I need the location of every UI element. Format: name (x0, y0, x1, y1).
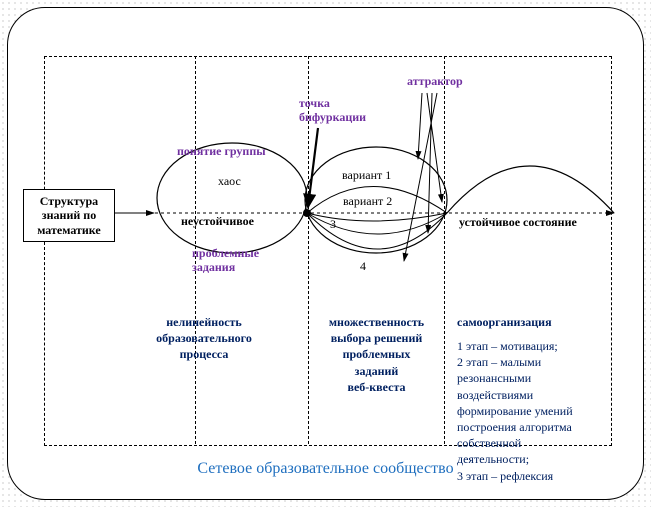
col1-block: нелинейность образовательного процесса (114, 314, 294, 363)
col3-title: самоорганизация (457, 314, 607, 330)
label-variant3: 3 (330, 218, 336, 232)
structure-box-line1: Структура (40, 194, 98, 208)
col3-body-line3: резонансными (457, 371, 531, 385)
label-attractor: аттрактор (407, 75, 463, 89)
col1-line1: нелинейность (166, 315, 242, 329)
col2-line2: выбора решений (331, 331, 423, 345)
label-problem-tasks-line2: задания (192, 260, 235, 274)
label-stable: устойчивое состояние (459, 216, 577, 230)
structure-box: Структура знаний по математике (23, 189, 115, 242)
col3-body-line2: 2 этап – малыми (457, 355, 541, 369)
label-group-concept: понятие группы (177, 145, 266, 159)
label-problem-tasks-line1: проблемные (192, 246, 259, 260)
structure-box-line2: знаний по (42, 208, 96, 222)
col3-body-line6: построения алгоритма (457, 420, 572, 434)
col1-line3: процесса (180, 347, 229, 361)
col3-title-line: самоорганизация (457, 315, 552, 329)
label-bifurcation-line2: бифуркации (299, 110, 366, 124)
footer-title: Сетевое образовательное сообщество (0, 460, 651, 478)
col3-body-line4: воздействиями (457, 388, 533, 402)
col2-line4: заданий (355, 364, 399, 378)
label-variant1: вариант 1 (342, 169, 391, 183)
col2-line3: проблемных (343, 347, 411, 361)
structure-box-line3: математике (37, 223, 101, 237)
col2-block: множественность выбора решений проблемны… (309, 314, 444, 395)
label-variant2: вариант 2 (343, 195, 392, 209)
col3-body-line1: 1 этап – мотивация; (457, 339, 558, 353)
canvas: Структура знаний по математике аттрактор… (0, 0, 651, 507)
col3-body-line5: формирование умений (457, 404, 573, 418)
label-chaos: хаос (218, 175, 241, 189)
col2-line1: множественность (329, 315, 424, 329)
col3-body-line7: собственной (457, 436, 521, 450)
col1-line2: образовательного (156, 331, 252, 345)
col2-line5: веб-квеста (347, 380, 405, 394)
label-unstable: неустойчивое (181, 215, 254, 229)
col-divider-3 (444, 56, 445, 444)
label-problem-tasks: проблемные задания (192, 247, 282, 275)
label-bifurcation-line1: точка (299, 96, 330, 110)
label-variant4: 4 (360, 260, 366, 274)
label-bifurcation: точка бифуркации (299, 97, 389, 125)
